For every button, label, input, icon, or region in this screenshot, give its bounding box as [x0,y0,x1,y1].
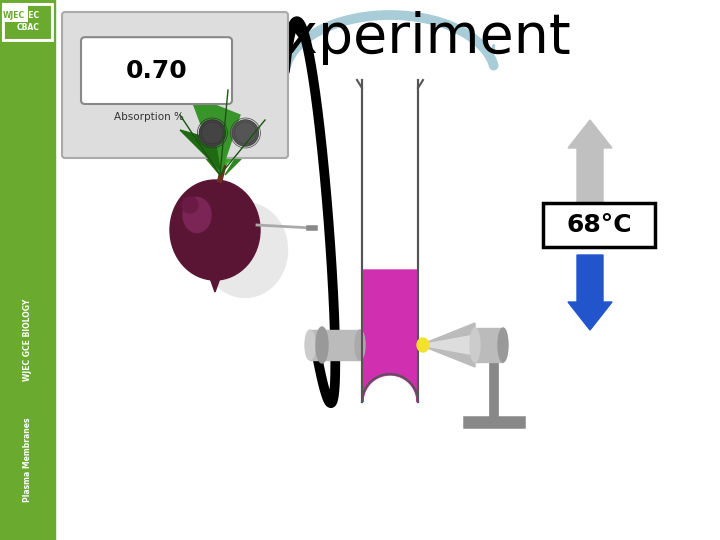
FancyArrow shape [568,120,612,220]
Circle shape [199,120,225,146]
Circle shape [182,197,198,213]
Polygon shape [190,95,240,175]
Polygon shape [210,278,220,292]
Text: WJEC GCE BIOLOGY: WJEC GCE BIOLOGY [23,299,32,381]
Text: 0.70: 0.70 [125,59,187,83]
Bar [310,330,360,360]
FancyBboxPatch shape [3,4,27,22]
Ellipse shape [417,338,429,352]
Polygon shape [420,335,475,355]
Polygon shape [362,80,418,402]
Text: 68°C: 68°C [566,213,632,237]
Ellipse shape [316,327,328,363]
Polygon shape [420,323,475,367]
Polygon shape [225,85,275,165]
Ellipse shape [202,202,287,298]
Ellipse shape [183,198,211,233]
Ellipse shape [355,330,365,360]
Text: CBAC: CBAC [17,24,40,32]
Polygon shape [180,130,220,170]
Text: WJEC: WJEC [3,11,24,21]
Text: Experiment: Experiment [250,11,571,65]
FancyBboxPatch shape [543,203,655,247]
Ellipse shape [170,180,260,280]
Text: Absorption %: Absorption % [114,112,184,122]
FancyBboxPatch shape [81,37,232,104]
FancyBboxPatch shape [3,4,52,40]
Ellipse shape [305,330,315,360]
Ellipse shape [470,328,480,362]
Text: Plasma Membranes: Plasma Membranes [23,418,32,502]
Ellipse shape [498,328,508,362]
Bar [0,0,55,540]
Polygon shape [225,120,280,175]
FancyBboxPatch shape [62,12,288,158]
Circle shape [233,120,258,146]
Polygon shape [363,270,417,402]
FancyArrow shape [568,255,612,330]
Text: WJEC: WJEC [17,11,40,21]
Bar [475,328,503,362]
Polygon shape [165,110,220,175]
